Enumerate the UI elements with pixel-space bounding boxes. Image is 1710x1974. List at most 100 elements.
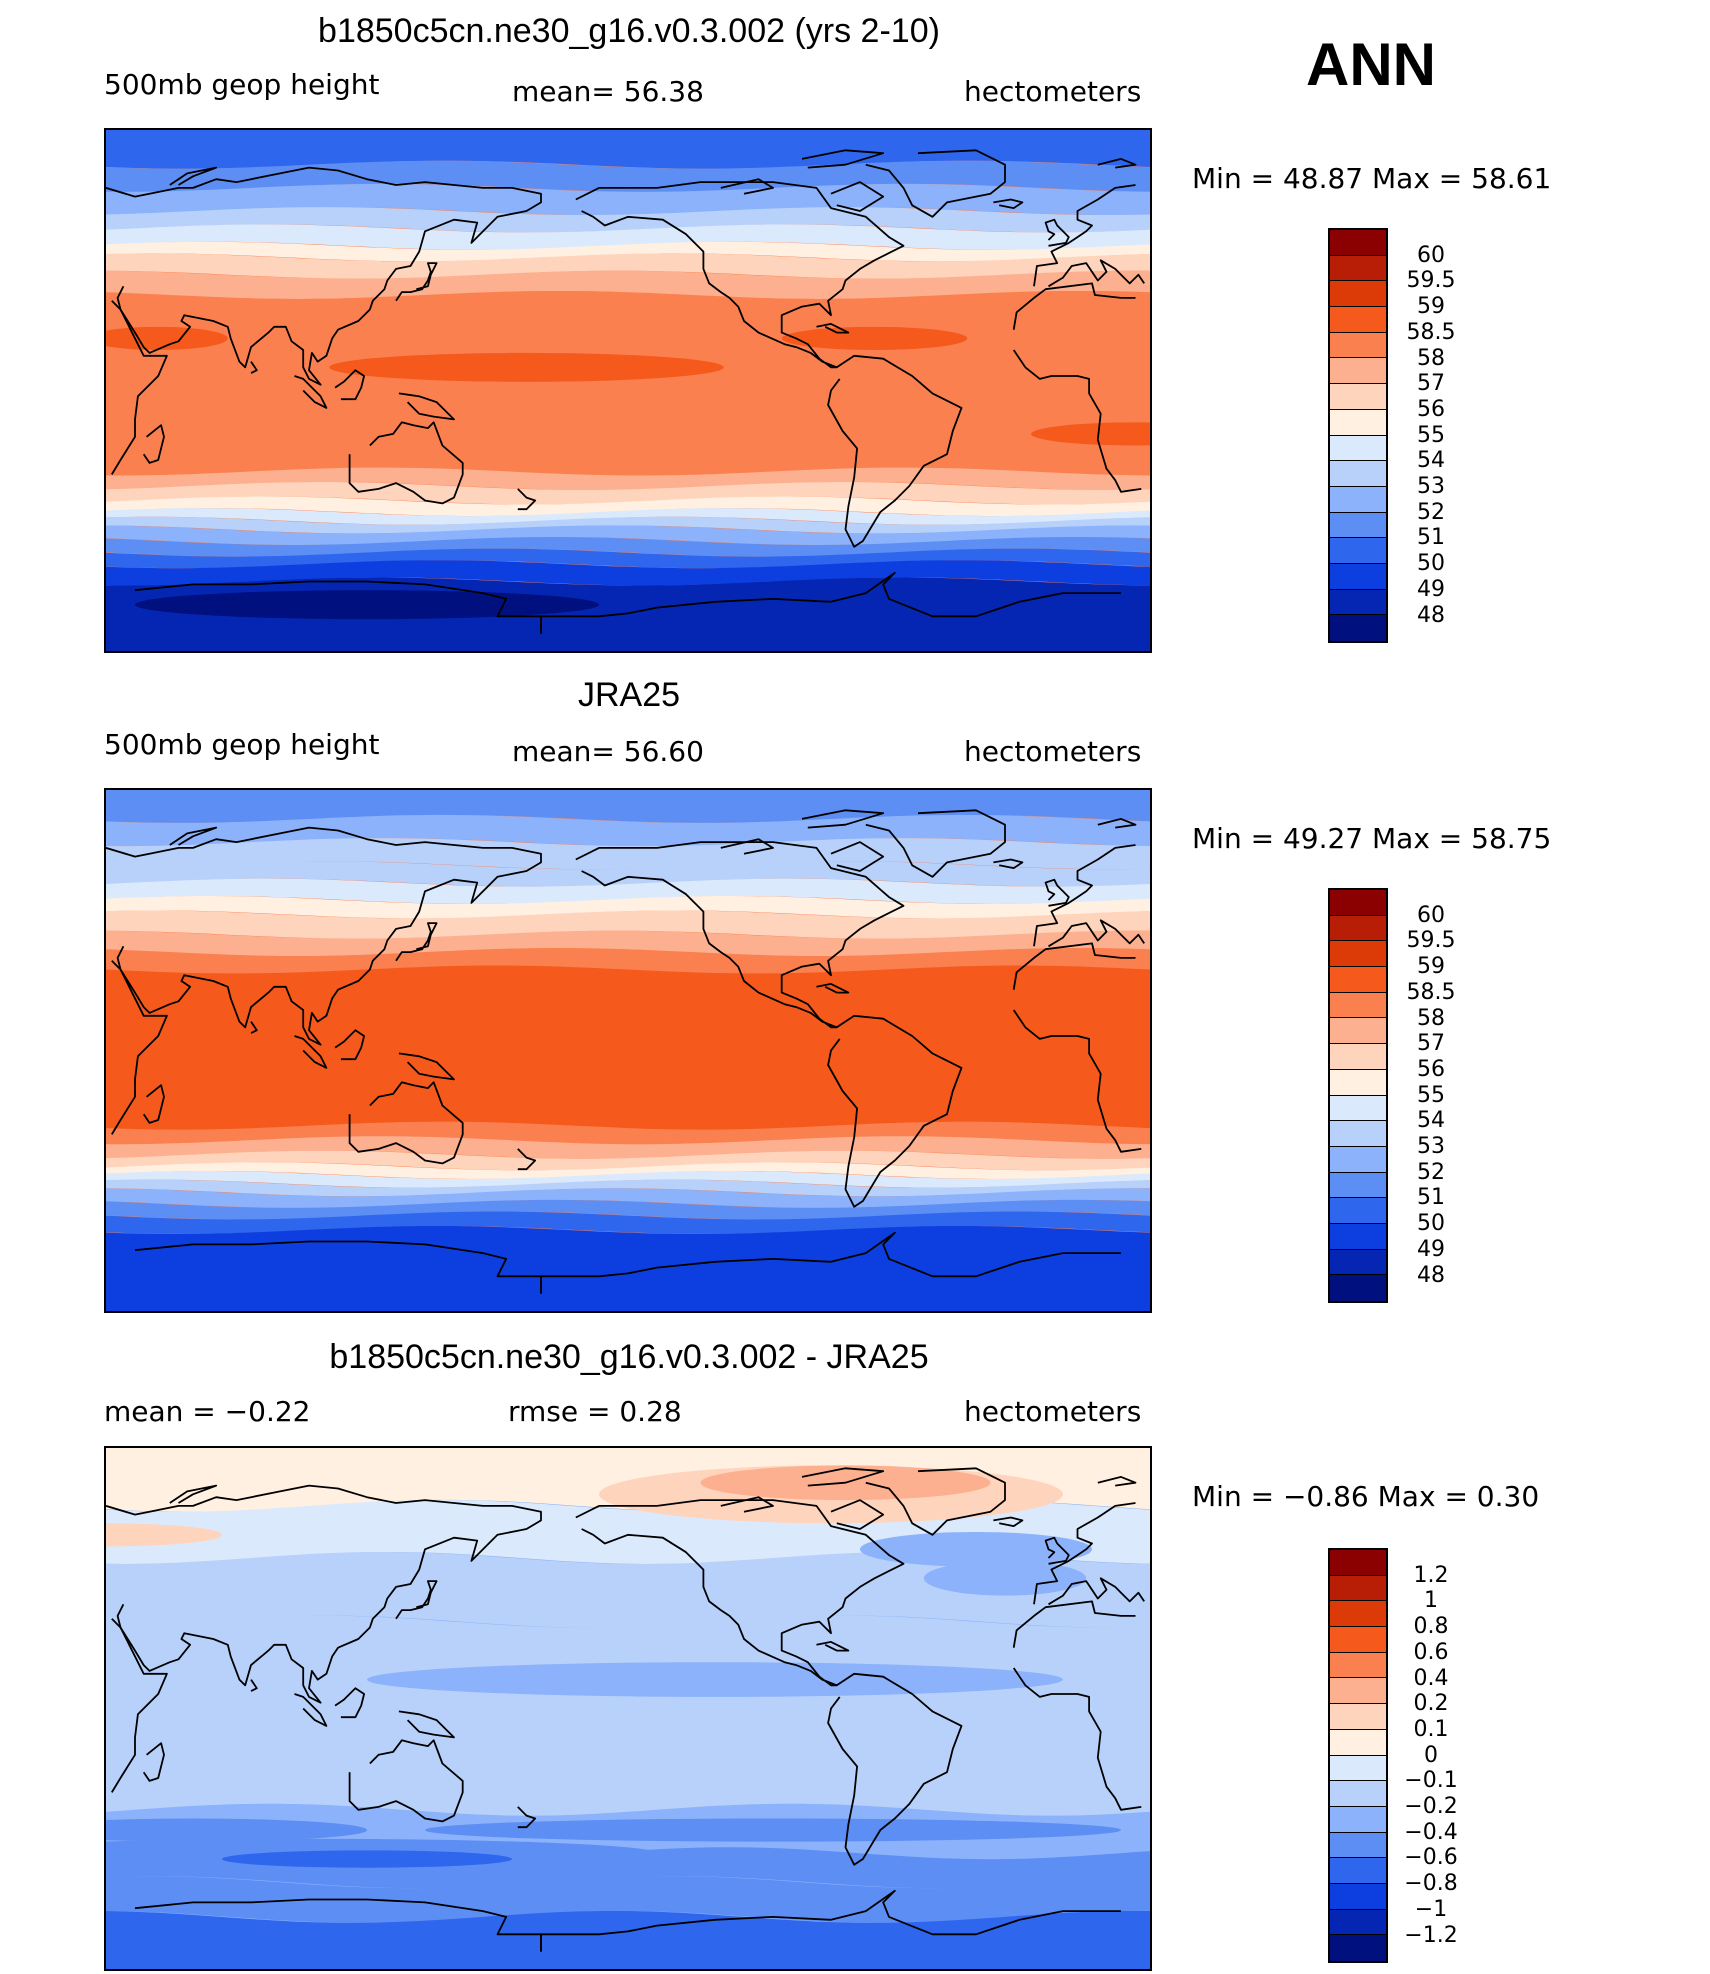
panel2-min-max: Min = 49.27 Max = 58.75 bbox=[1192, 822, 1552, 855]
panel2-map-svg bbox=[106, 790, 1150, 1311]
coastline-north-america bbox=[575, 1499, 905, 1687]
contour-blob bbox=[135, 590, 599, 620]
contour-band bbox=[106, 814, 1150, 847]
contour-band bbox=[106, 965, 1150, 1130]
colorbar-tick-label: −0.4 bbox=[1404, 1819, 1458, 1845]
contour-band bbox=[106, 1211, 1150, 1234]
contour-band bbox=[106, 1188, 1150, 1208]
colorbar-tick-label: 0.1 bbox=[1413, 1716, 1449, 1742]
colorbar-tick-label: 54 bbox=[1417, 1108, 1445, 1134]
coastline-borneo bbox=[334, 1029, 366, 1061]
panel1-variable-label: 500mb geop height bbox=[104, 68, 380, 101]
colorbar-tick-label: −0.2 bbox=[1404, 1794, 1458, 1819]
coastline-eurasia bbox=[1048, 259, 1145, 288]
coastline-group bbox=[106, 149, 1145, 634]
coastline-victoria bbox=[720, 178, 774, 195]
contour-blob bbox=[329, 352, 724, 382]
coastline-eurasia bbox=[1048, 1577, 1145, 1606]
colorbar-tick-label: 51 bbox=[1417, 525, 1445, 551]
panel1-map-svg bbox=[106, 130, 1150, 651]
colorbar-swatch bbox=[1330, 1275, 1386, 1301]
coastline-new-guinea bbox=[398, 1052, 455, 1081]
colorbar-swatch bbox=[1330, 281, 1386, 308]
coastline-cuba bbox=[816, 322, 850, 334]
contour-band bbox=[106, 930, 1150, 957]
colorbar-swatch bbox=[1330, 1172, 1386, 1199]
panel3-title: b1850c5cn.ne30_g16.v0.3.002 - JRA25 bbox=[329, 1338, 929, 1376]
colorbar-tick-label: 48 bbox=[1417, 1262, 1445, 1288]
coastline-iceland bbox=[993, 858, 1024, 869]
colorbar-swatch bbox=[1330, 1729, 1386, 1756]
panel3-mean-label: mean = −0.22 bbox=[104, 1395, 311, 1428]
colorbar-tick-label: 57 bbox=[1417, 371, 1445, 397]
coastline-sri-lanka bbox=[250, 1021, 258, 1034]
coastline-eurasia bbox=[106, 166, 542, 386]
coastline-japan bbox=[395, 922, 438, 962]
colorbar-tick-label: 58 bbox=[1417, 345, 1445, 371]
coastline-iceland bbox=[993, 1516, 1024, 1527]
coastline-japan bbox=[395, 1580, 438, 1620]
panel2-variable-label: 500mb geop height bbox=[104, 728, 380, 761]
coastline-africa bbox=[111, 300, 168, 475]
contour-band bbox=[106, 450, 1150, 476]
panel3-map bbox=[104, 1446, 1152, 1971]
contour-band bbox=[106, 1910, 1150, 1969]
colorbar-swatch bbox=[1330, 538, 1386, 564]
colorbar-tick-label: 53 bbox=[1417, 474, 1445, 499]
panel1-colorbar bbox=[1328, 228, 1388, 644]
coastline-new-zealand bbox=[517, 488, 537, 511]
coastline-ellesmere bbox=[801, 1467, 885, 1487]
coastline-madagascar bbox=[142, 424, 165, 464]
contour-band bbox=[106, 270, 1150, 299]
colorbar-tick-label: −1.2 bbox=[1404, 1922, 1458, 1948]
contour-band bbox=[106, 516, 1150, 534]
contour-band bbox=[106, 1162, 1150, 1179]
contour-band bbox=[106, 838, 1150, 870]
contour-band bbox=[106, 1179, 1150, 1197]
contour-band bbox=[106, 910, 1150, 939]
coastline-africa bbox=[1012, 1009, 1142, 1153]
contour-band bbox=[106, 525, 1150, 545]
coastline-svalbard bbox=[1097, 157, 1137, 169]
colorbar-swatch bbox=[1330, 941, 1386, 968]
colorbar-tick-label: 58.5 bbox=[1406, 979, 1456, 1005]
coastline-new-guinea bbox=[398, 1710, 455, 1739]
colorbar-tick-label: 59.5 bbox=[1406, 928, 1456, 954]
coastline-victoria bbox=[720, 1496, 774, 1513]
coastline-uk bbox=[1044, 1536, 1070, 1565]
coastline-novaya bbox=[169, 1484, 218, 1504]
coastline-antarctica bbox=[134, 580, 542, 634]
contour-band bbox=[106, 1171, 1150, 1188]
colorbar-tick-label: 0 bbox=[1424, 1742, 1438, 1768]
coastline-africa bbox=[1012, 349, 1142, 493]
colorbar-swatch bbox=[1330, 1652, 1386, 1679]
colorbar-tick-label: 57 bbox=[1417, 1031, 1445, 1057]
coastline-victoria bbox=[720, 838, 774, 855]
coastline-japan bbox=[395, 262, 438, 302]
panel3-units-label: hectometers bbox=[964, 1395, 1142, 1428]
coastline-antarctica bbox=[134, 1240, 542, 1294]
coastline-antarctica bbox=[540, 1889, 1121, 1952]
coastline-africa bbox=[111, 1618, 168, 1793]
colorbar-tick-label: 0.8 bbox=[1413, 1614, 1449, 1640]
coastline-sri-lanka bbox=[250, 361, 258, 374]
colorbar-swatch bbox=[1330, 967, 1386, 993]
colorbar-swatch bbox=[1330, 1909, 1386, 1936]
contour-band bbox=[106, 790, 1150, 823]
colorbar-swatch bbox=[1330, 1627, 1386, 1653]
contour-band bbox=[106, 548, 1150, 569]
colorbar-swatch bbox=[1330, 915, 1386, 942]
contour-band bbox=[106, 508, 1150, 525]
coastline-ellesmere bbox=[801, 149, 885, 169]
colorbar-swatch bbox=[1330, 409, 1386, 436]
coastline-australia bbox=[348, 1739, 464, 1823]
panel2-title: JRA25 bbox=[577, 676, 681, 714]
colorbar-tick-label: 56 bbox=[1417, 396, 1445, 422]
colorbar-tick-label: 0.2 bbox=[1413, 1691, 1449, 1717]
coastline-new-zealand bbox=[517, 1148, 537, 1171]
colorbar-tick-label: 1 bbox=[1424, 1588, 1438, 1614]
coastline-eurasia bbox=[106, 826, 542, 1046]
coastline-group bbox=[106, 1467, 1145, 1952]
colorbar-swatch bbox=[1330, 589, 1386, 616]
coastline-greenland bbox=[865, 149, 1006, 218]
